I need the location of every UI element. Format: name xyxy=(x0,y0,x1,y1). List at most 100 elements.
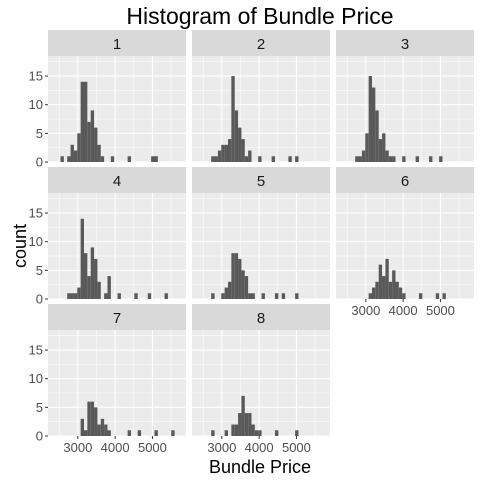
facet-panel-7: 7 0 5 10 15 3000 4000 5000 xyxy=(29,304,186,455)
histogram-bar xyxy=(73,150,78,162)
x-tick-label: 5000 xyxy=(426,303,455,318)
histogram-bar xyxy=(77,287,81,299)
panel-background xyxy=(192,56,330,162)
facet-panel-8: 8 3000 4000 5000 xyxy=(192,304,330,455)
panel-background xyxy=(48,330,186,436)
panel-background xyxy=(48,193,186,299)
histogram-bar xyxy=(231,76,235,162)
y-tick-label: 10 xyxy=(29,97,43,112)
histogram-bar xyxy=(211,293,215,299)
histogram-bar xyxy=(100,418,105,436)
histogram-bar xyxy=(382,276,386,299)
histogram-bar xyxy=(234,424,239,436)
x-tick-label: 3000 xyxy=(63,440,92,455)
facet-strip-label: 3 xyxy=(401,36,409,53)
histogram-bar xyxy=(231,424,235,436)
y-tick-label: 0 xyxy=(36,292,43,307)
histogram-bar xyxy=(151,156,155,162)
histogram-bar xyxy=(80,418,84,436)
histogram-bar xyxy=(221,144,225,162)
histogram-bar xyxy=(100,156,105,162)
histogram-bar xyxy=(83,253,88,299)
histogram-bar xyxy=(90,247,95,299)
x-tick-label: 5000 xyxy=(282,440,311,455)
histogram-bar xyxy=(231,253,235,299)
facet-strip-label: 5 xyxy=(257,173,265,190)
histogram-bar xyxy=(248,413,252,436)
histogram-bar xyxy=(224,287,228,299)
facet-panel-6: 6 3000 4000 5000 xyxy=(336,167,474,318)
histogram-bar xyxy=(227,281,232,299)
histogram-bar xyxy=(371,87,376,162)
facet-strip xyxy=(336,30,474,56)
histogram-bar xyxy=(248,150,252,162)
facet-strip xyxy=(192,30,330,56)
y-axis-title: count xyxy=(10,224,30,268)
histogram-bar xyxy=(137,430,142,436)
facet-strip xyxy=(192,304,330,330)
histogram-bar xyxy=(211,430,215,436)
histogram-bar xyxy=(238,258,242,299)
x-tick-label: 5000 xyxy=(138,440,167,455)
histogram-bar xyxy=(107,276,111,299)
histogram-bar xyxy=(83,81,88,162)
histogram-bar xyxy=(258,430,262,436)
histogram-bar xyxy=(402,156,406,162)
histogram-bar xyxy=(274,430,279,436)
histogram-bar xyxy=(241,139,245,162)
x-tick-label: 3000 xyxy=(207,440,236,455)
histogram-bar xyxy=(371,287,376,299)
histogram-bar xyxy=(127,430,131,436)
histogram-bar xyxy=(439,156,443,162)
facet-strip xyxy=(48,30,186,56)
histogram-bar xyxy=(224,430,228,436)
y-tick-label: 0 xyxy=(36,429,43,444)
histogram-bar xyxy=(368,76,372,162)
histogram-bar xyxy=(288,156,292,162)
histogram-bar xyxy=(295,293,299,299)
facet-strip xyxy=(192,167,330,193)
histogram-bar xyxy=(295,430,299,436)
histogram-bar xyxy=(104,293,108,299)
histogram-bar xyxy=(127,156,131,162)
facet-panel-4: 4 0 5 10 15 xyxy=(29,167,186,307)
histogram-bar xyxy=(70,144,74,162)
histogram-bar xyxy=(251,424,255,436)
facet-strip xyxy=(336,167,474,193)
histogram-bar xyxy=(395,281,399,299)
facet-strip xyxy=(48,167,186,193)
histogram-bar xyxy=(378,139,383,162)
histogram-bar xyxy=(418,293,423,299)
histogram-bar xyxy=(214,156,218,162)
histogram-bar xyxy=(258,156,262,162)
histogram-bar xyxy=(110,156,115,162)
histogram-bar xyxy=(365,133,369,162)
histogram-bar xyxy=(164,293,168,299)
histogram-bar xyxy=(238,413,242,436)
histogram-bar xyxy=(97,424,101,436)
facet-strip-label: 1 xyxy=(113,36,121,53)
histogram-bar xyxy=(295,156,299,162)
histogram-bar xyxy=(392,156,396,162)
panel-background xyxy=(336,193,474,299)
histogram-bar xyxy=(83,430,88,436)
histogram-bar xyxy=(244,276,249,299)
histogram-bar xyxy=(388,156,393,162)
histogram-bar xyxy=(435,293,440,299)
panel-background xyxy=(192,193,330,299)
histogram-bar xyxy=(281,293,286,299)
histogram-bar xyxy=(211,156,215,162)
histogram-bar xyxy=(80,81,84,162)
facet-panel-3: 3 xyxy=(336,30,474,163)
histogram-bar xyxy=(355,156,359,162)
histogram-bar xyxy=(382,133,386,162)
histogram-bar xyxy=(244,156,249,162)
histogram-bar xyxy=(67,293,71,299)
facet-strip xyxy=(48,304,186,330)
histogram-bar xyxy=(134,293,138,299)
histogram-bar xyxy=(60,156,64,162)
histogram-bar xyxy=(234,110,239,162)
histogram-bar xyxy=(429,156,433,162)
histogram-bar xyxy=(375,281,379,299)
